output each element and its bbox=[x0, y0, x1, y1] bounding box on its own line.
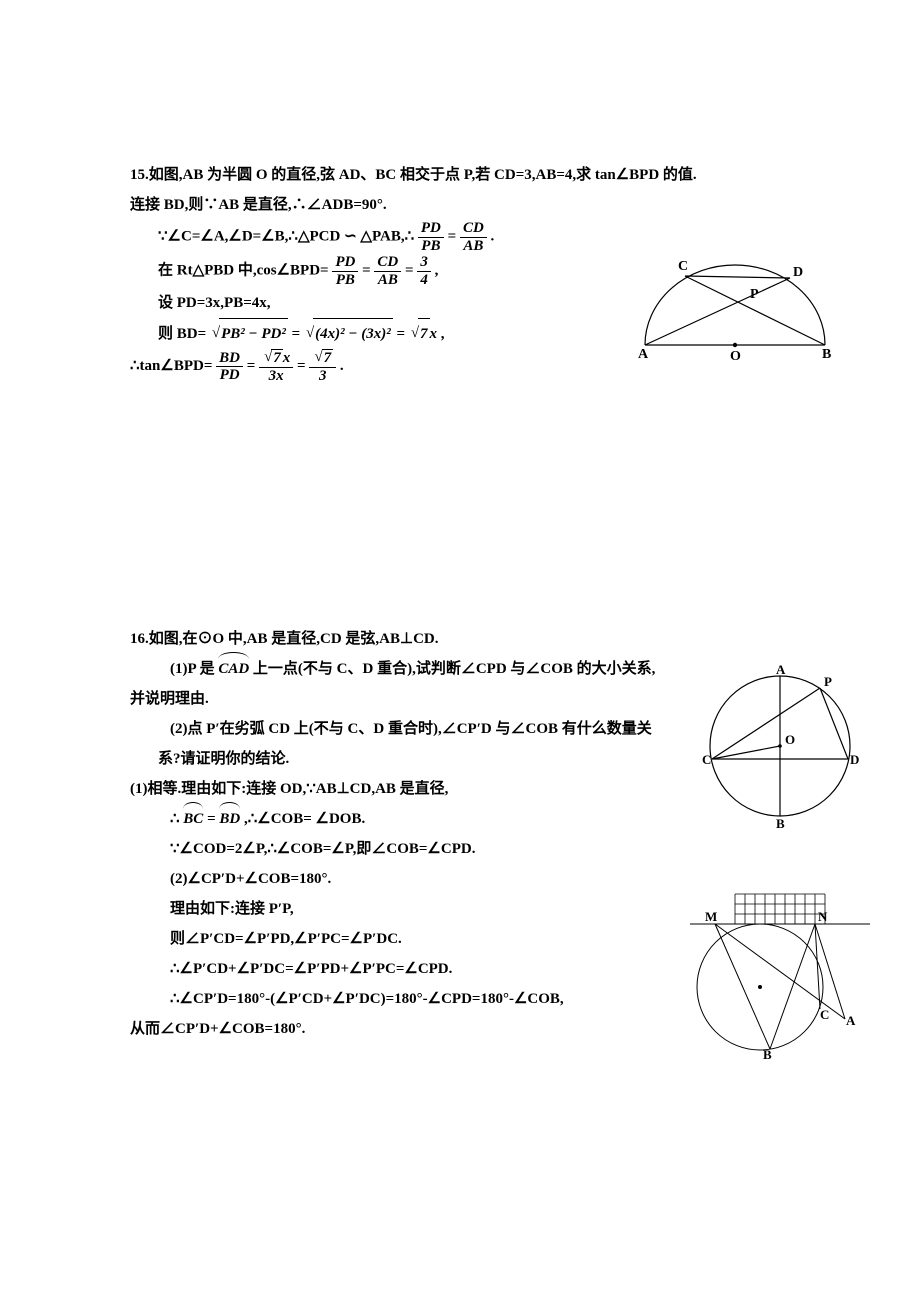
svg-text:D: D bbox=[850, 752, 859, 767]
p16-answer1: (1)相等.理由如下:连接 OD,∵AB⊥CD,AB 是直径, bbox=[130, 774, 790, 804]
text: ∴tan∠BPD= bbox=[130, 358, 212, 374]
fraction: 7 3 bbox=[309, 349, 336, 384]
p15-line2: 连接 BD,则∵AB 是直径,∴∠ADB=90°. bbox=[130, 190, 790, 220]
text: 在 Rt△PBD 中,cos∠BPD= bbox=[158, 262, 329, 278]
svg-text:P: P bbox=[750, 287, 759, 302]
fraction: BD PD bbox=[216, 350, 243, 384]
text: (1)P 是 bbox=[170, 661, 218, 677]
svg-text:O: O bbox=[785, 732, 795, 747]
problem-15: 15.如图,AB 为半圆 O 的直径,弦 AD、BC 相交于点 P,若 CD=3… bbox=[130, 160, 790, 384]
sqrt: 7 bbox=[409, 318, 430, 349]
svg-text:A: A bbox=[846, 1013, 856, 1028]
fraction: CD AB bbox=[460, 220, 487, 254]
sqrt: (4x)² − (3x)² bbox=[304, 318, 393, 349]
fraction: 7x 3x bbox=[259, 349, 293, 384]
svg-text:C: C bbox=[820, 1007, 829, 1022]
svg-text:P: P bbox=[824, 674, 832, 689]
svg-text:A: A bbox=[776, 664, 786, 677]
svg-text:O: O bbox=[730, 349, 741, 364]
svg-text:C: C bbox=[702, 752, 711, 767]
p15-line1: 15.如图,AB 为半圆 O 的直径,弦 AD、BC 相交于点 P,若 CD=3… bbox=[130, 160, 790, 190]
svg-text:A: A bbox=[638, 347, 649, 362]
svg-text:D: D bbox=[793, 265, 803, 280]
text: = bbox=[207, 811, 219, 827]
arc: CAD bbox=[218, 654, 249, 684]
fraction: CD AB bbox=[374, 254, 401, 288]
fraction: PD PB bbox=[332, 254, 358, 288]
problem-16: 16.如图,在⊙O 中,AB 是直径,CD 是弦,AB⊥CD. (1)P 是 C… bbox=[130, 624, 790, 1044]
fraction: 3 4 bbox=[417, 254, 431, 288]
svg-text:B: B bbox=[776, 816, 785, 829]
text: 上一点(不与 C、D 重合),试判断∠CPD 与∠COB 的大小关系, bbox=[253, 661, 656, 677]
svg-text:C: C bbox=[678, 259, 688, 274]
sqrt: PB² − PD² bbox=[210, 318, 288, 349]
p16-answer2: ∴ BC = BD ,∴∠COB= ∠DOB. bbox=[130, 804, 790, 834]
p16-line3: 并说明理由. bbox=[130, 684, 790, 714]
svg-text:N: N bbox=[818, 909, 828, 924]
p16-line2: (1)P 是 CAD 上一点(不与 C、D 重合),试判断∠CPD 与∠COB … bbox=[130, 654, 790, 684]
p16-figure1: A B C D O P bbox=[700, 664, 860, 829]
p16-answer3: ∵∠COD=2∠P,∴∠COB=∠P,即∠COB=∠CPD. bbox=[130, 834, 790, 864]
text: , bbox=[441, 326, 445, 342]
p15-line3: ∵∠C=∠A,∠D=∠B,∴△PCD ∽ △PAB,∴ PD PB = CD A… bbox=[130, 220, 790, 254]
p15-figure: A B C D O P bbox=[630, 250, 850, 370]
arc: BC bbox=[183, 804, 203, 834]
text: ,∴∠COB= ∠DOB. bbox=[244, 811, 365, 827]
text: 则 BD= bbox=[158, 326, 206, 342]
p16-figure2: M N A B C bbox=[690, 889, 870, 1059]
text: ∵∠C=∠A,∠D=∠B,∴△PCD ∽ △PAB,∴ bbox=[158, 228, 414, 244]
arc: BD bbox=[219, 804, 240, 834]
p16-line1: 16.如图,在⊙O 中,AB 是直径,CD 是弦,AB⊥CD. bbox=[130, 624, 790, 654]
text: , bbox=[435, 262, 439, 278]
text: . bbox=[491, 228, 495, 244]
fraction: PD PB bbox=[418, 220, 444, 254]
p16-line5: 系?请证明你的结论. bbox=[130, 744, 790, 774]
svg-text:B: B bbox=[763, 1047, 772, 1059]
svg-text:M: M bbox=[705, 909, 717, 924]
svg-text:B: B bbox=[822, 347, 831, 362]
text: . bbox=[340, 358, 344, 374]
text: ∴ bbox=[170, 811, 183, 827]
p16-line4: (2)点 P′在劣弧 CD 上(不与 C、D 重合时),∠CP′D 与∠COB … bbox=[130, 714, 790, 744]
